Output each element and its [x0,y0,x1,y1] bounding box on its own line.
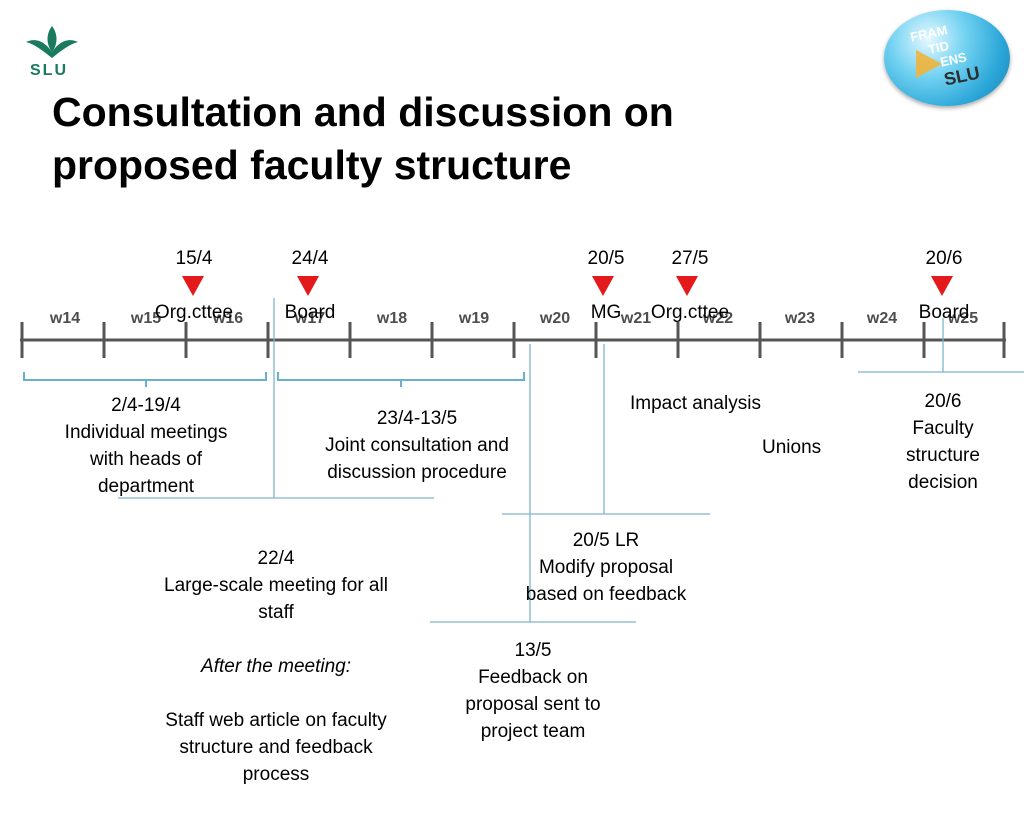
event-date: 27/5 [671,248,709,269]
note-modify-proposal: 20/5 LR Modify proposal based on feedbac… [525,530,687,605]
marker-20-5 [592,276,614,296]
week-label: w21 [620,310,652,327]
note-joint-consultation: 23/4-13/5 Joint consultation and discuss… [325,408,509,483]
event-24-4: 24/4 Board [250,218,370,353]
event-label: MG [590,302,622,323]
event-date: 20/6 [925,248,963,269]
connector-lines [118,298,1024,623]
week-label: w14 [49,310,81,327]
week-label: w24 [866,310,898,327]
note-staff-meeting: 22/4 Large-scale meeting for all staff A… [128,518,424,815]
event-27-5: 27/5 Org.cttee [630,218,750,353]
week-label: w22 [702,310,734,327]
week-label: w16 [212,310,244,327]
bracket-joint [277,372,525,387]
week-label: w23 [784,310,816,327]
staff-meeting-after: After the meeting: [201,656,351,677]
event-20-5: 20/5 MG [556,218,656,353]
week-label: w20 [539,310,571,327]
week-label: w15 [130,310,162,327]
note-impact-analysis: Impact analysis [630,393,761,414]
marker-24-4 [297,276,319,296]
event-label: Org.cttee [650,302,730,323]
leaf-icon [26,26,78,58]
note-feedback-sent: 13/5 Feedback on proposal sent to projec… [465,640,601,742]
marker-20-6 [931,276,953,296]
event-20-6: 20/6 Board [884,218,1004,353]
week-label: w18 [376,310,408,327]
marker-15-4 [182,276,204,296]
week-label: w25 [947,310,979,327]
event-label: Board [284,302,336,323]
event-15-4: 15/4 Org.cttee [134,218,254,353]
framtidens-slu-badge: FRAM TID ENS SLU [884,10,1010,106]
bracket-individual [23,372,267,387]
event-date: 15/4 [175,248,213,269]
marker-27-5 [676,276,698,296]
slide-title: Consultation and discussion on proposed … [52,89,674,188]
timeline-graphic [20,276,1024,623]
week-label: w17 [294,310,326,327]
note-individual-meetings: 2/4-19/4 Individual meetings with heads … [64,395,228,497]
week-label: w19 [458,310,490,327]
note-unions: Unions [762,437,822,458]
staff-meeting-article: Staff web article on faculty structure a… [165,710,387,785]
note-faculty-decision: 20/6 Faculty structure decision [906,391,980,493]
staff-meeting-intro: 22/4 Large-scale meeting for all staff [164,548,388,623]
slu-logo: SLU [22,22,82,82]
event-label: Org.cttee [154,302,234,323]
event-label: Board [918,302,970,323]
event-date: 24/4 [291,248,329,269]
logo-text: SLU [30,62,68,79]
timeline-ticks [20,322,1006,358]
event-date: 20/5 [587,248,625,269]
play-arrow-icon [916,50,942,78]
